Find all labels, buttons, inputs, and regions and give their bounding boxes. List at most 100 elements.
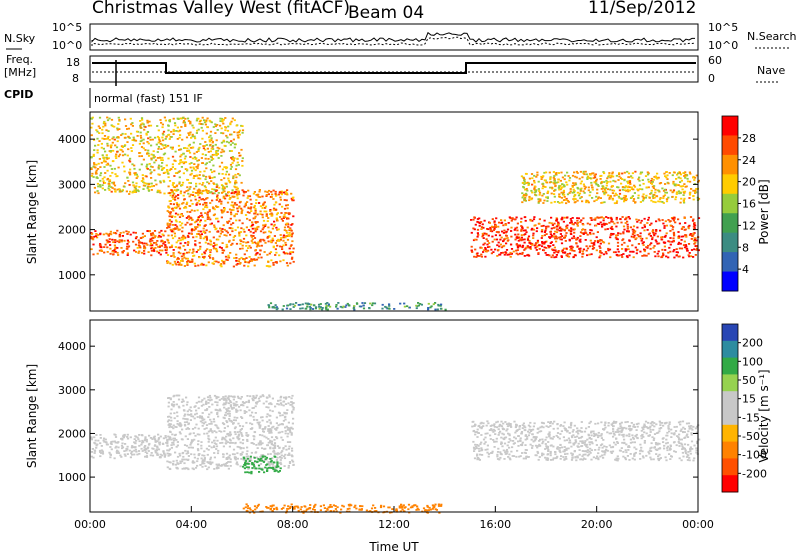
heatmap-cell bbox=[476, 254, 479, 257]
heatmap-cell bbox=[580, 219, 583, 222]
heatmap-cell bbox=[172, 462, 175, 465]
heatmap-cell bbox=[125, 230, 128, 233]
heatmap-cell bbox=[105, 232, 108, 235]
heatmap-cell bbox=[491, 235, 494, 238]
heatmap-cell bbox=[236, 187, 239, 190]
heatmap-cell bbox=[182, 455, 185, 458]
heatmap-cell bbox=[133, 438, 136, 440]
heatmap-cell bbox=[216, 153, 219, 155]
heatmap-cell bbox=[654, 239, 657, 242]
heatmap-cell bbox=[91, 122, 94, 125]
heatmap-cell bbox=[531, 177, 534, 180]
heatmap-cell bbox=[283, 207, 287, 210]
heatmap-cell bbox=[128, 159, 131, 162]
heatmap-cell bbox=[697, 197, 701, 200]
heatmap-cell bbox=[280, 192, 283, 194]
heatmap-cell bbox=[201, 419, 204, 422]
heatmap-cell bbox=[198, 191, 201, 194]
heatmap-cell bbox=[110, 144, 113, 147]
heatmap-cell bbox=[207, 435, 210, 437]
heatmap-cell bbox=[191, 124, 194, 127]
heatmap-cell bbox=[654, 442, 658, 444]
heatmap-cell bbox=[182, 400, 185, 403]
heatmap-cell bbox=[204, 409, 207, 412]
heatmap-cell bbox=[268, 464, 271, 467]
heatmap-cell bbox=[212, 245, 215, 247]
heatmap-cell bbox=[122, 231, 125, 234]
heatmap-cell bbox=[107, 187, 110, 190]
heatmap-cell bbox=[180, 126, 183, 128]
heatmap-cell bbox=[615, 236, 618, 239]
heatmap-cell bbox=[186, 168, 189, 171]
heatmap-cell bbox=[197, 177, 200, 180]
heatmap-cell bbox=[151, 244, 154, 246]
heatmap-cell bbox=[684, 171, 687, 174]
heatmap-cell bbox=[533, 174, 536, 177]
heatmap-cell bbox=[135, 177, 138, 179]
heatmap-cell bbox=[223, 417, 226, 420]
heatmap-cell bbox=[224, 462, 227, 465]
heatmap-cell bbox=[513, 218, 516, 221]
heatmap-cell bbox=[164, 249, 167, 251]
heatmap-cell bbox=[228, 141, 231, 144]
heatmap-cell bbox=[246, 217, 249, 220]
heatmap-cell bbox=[651, 436, 654, 439]
heatmap-cell bbox=[195, 220, 198, 223]
heatmap-cell bbox=[255, 258, 259, 261]
heatmap-cell bbox=[99, 233, 102, 236]
heatmap-cell bbox=[220, 155, 223, 157]
heatmap-cell bbox=[254, 412, 257, 414]
heatmap-cell bbox=[141, 439, 144, 442]
heatmap-cell bbox=[549, 181, 552, 184]
heatmap-cell bbox=[290, 251, 293, 253]
heatmap-cell bbox=[272, 209, 275, 211]
heatmap-cell bbox=[500, 246, 503, 249]
heatmap-cell bbox=[638, 452, 642, 455]
heatmap-cell bbox=[229, 442, 232, 444]
heatmap-cell bbox=[186, 401, 189, 404]
heatmap-cell bbox=[210, 422, 213, 425]
heatmap-cell bbox=[138, 186, 141, 188]
heatmap-cell bbox=[239, 429, 242, 431]
heatmap-cell bbox=[92, 153, 95, 156]
heatmap-cell bbox=[237, 136, 240, 139]
heatmap-cell bbox=[270, 442, 273, 445]
heatmap-cell bbox=[671, 174, 674, 177]
heatmap-cell bbox=[209, 254, 212, 256]
heatmap-cell bbox=[194, 227, 197, 230]
heatmap-cell bbox=[492, 229, 495, 231]
heatmap-cell bbox=[120, 239, 123, 242]
heatmap-cell bbox=[677, 176, 681, 179]
heatmap-cell bbox=[142, 147, 145, 150]
heatmap-cell bbox=[596, 231, 599, 233]
heatmap-cell bbox=[131, 125, 134, 127]
heatmap-cell bbox=[290, 427, 293, 429]
heatmap-cell bbox=[628, 180, 632, 182]
heatmap-cell bbox=[661, 236, 664, 238]
heatmap-cell bbox=[403, 305, 406, 308]
heatmap-cell bbox=[336, 307, 339, 310]
heatmap-cell bbox=[161, 249, 164, 252]
heatmap-cell bbox=[631, 195, 634, 197]
heatmap-cell bbox=[197, 249, 200, 251]
heatmap-cell bbox=[527, 253, 530, 256]
heatmap-cell bbox=[387, 307, 390, 310]
heatmap-cell bbox=[630, 175, 633, 178]
heatmap-cell bbox=[196, 457, 199, 460]
heatmap-cell bbox=[277, 399, 280, 402]
heatmap-cell bbox=[339, 305, 342, 308]
heatmap-cell bbox=[508, 216, 511, 219]
heatmap-cell bbox=[515, 252, 518, 255]
heatmap-cell bbox=[167, 239, 170, 242]
heatmap-cell bbox=[476, 235, 479, 238]
heatmap-cell bbox=[186, 427, 189, 429]
heatmap-cell bbox=[196, 433, 199, 436]
heatmap-cell bbox=[150, 171, 153, 174]
heatmap-cell bbox=[221, 211, 224, 214]
heatmap-cell bbox=[240, 428, 243, 430]
heatmap-cell bbox=[119, 454, 122, 457]
heatmap-cell bbox=[625, 198, 628, 200]
heatmap-cell bbox=[189, 406, 192, 409]
heatmap-cell bbox=[245, 432, 248, 434]
